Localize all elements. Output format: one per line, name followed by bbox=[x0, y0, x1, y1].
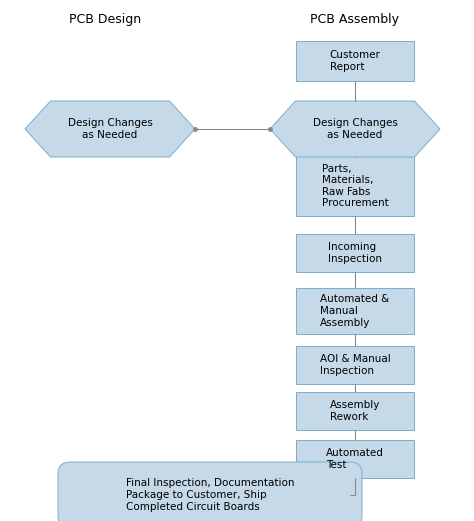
Polygon shape bbox=[25, 101, 195, 157]
FancyBboxPatch shape bbox=[296, 346, 414, 384]
Text: Parts,
Materials,
Raw Fabs
Procurement: Parts, Materials, Raw Fabs Procurement bbox=[322, 164, 388, 208]
Text: AOI & Manual
Inspection: AOI & Manual Inspection bbox=[319, 354, 391, 376]
FancyBboxPatch shape bbox=[296, 440, 414, 478]
Text: Design Changes
as Needed: Design Changes as Needed bbox=[312, 118, 397, 140]
FancyBboxPatch shape bbox=[296, 41, 414, 81]
Text: PCB Design: PCB Design bbox=[69, 13, 141, 26]
FancyBboxPatch shape bbox=[296, 288, 414, 334]
FancyBboxPatch shape bbox=[296, 156, 414, 216]
Text: Final Inspection, Documentation
Package to Customer, Ship
Completed Circuit Boar: Final Inspection, Documentation Package … bbox=[126, 478, 294, 512]
Text: Automated &
Manual
Assembly: Automated & Manual Assembly bbox=[320, 294, 390, 328]
Text: Design Changes
as Needed: Design Changes as Needed bbox=[68, 118, 153, 140]
Text: Automated
Test: Automated Test bbox=[326, 448, 384, 470]
Text: PCB Assembly: PCB Assembly bbox=[310, 13, 400, 26]
FancyBboxPatch shape bbox=[296, 234, 414, 272]
Polygon shape bbox=[270, 101, 440, 157]
FancyBboxPatch shape bbox=[58, 462, 362, 521]
Text: Customer
Report: Customer Report bbox=[329, 50, 381, 72]
Text: Incoming
Inspection: Incoming Inspection bbox=[328, 242, 382, 264]
FancyBboxPatch shape bbox=[296, 392, 414, 430]
Text: Assembly
Rework: Assembly Rework bbox=[330, 400, 380, 422]
